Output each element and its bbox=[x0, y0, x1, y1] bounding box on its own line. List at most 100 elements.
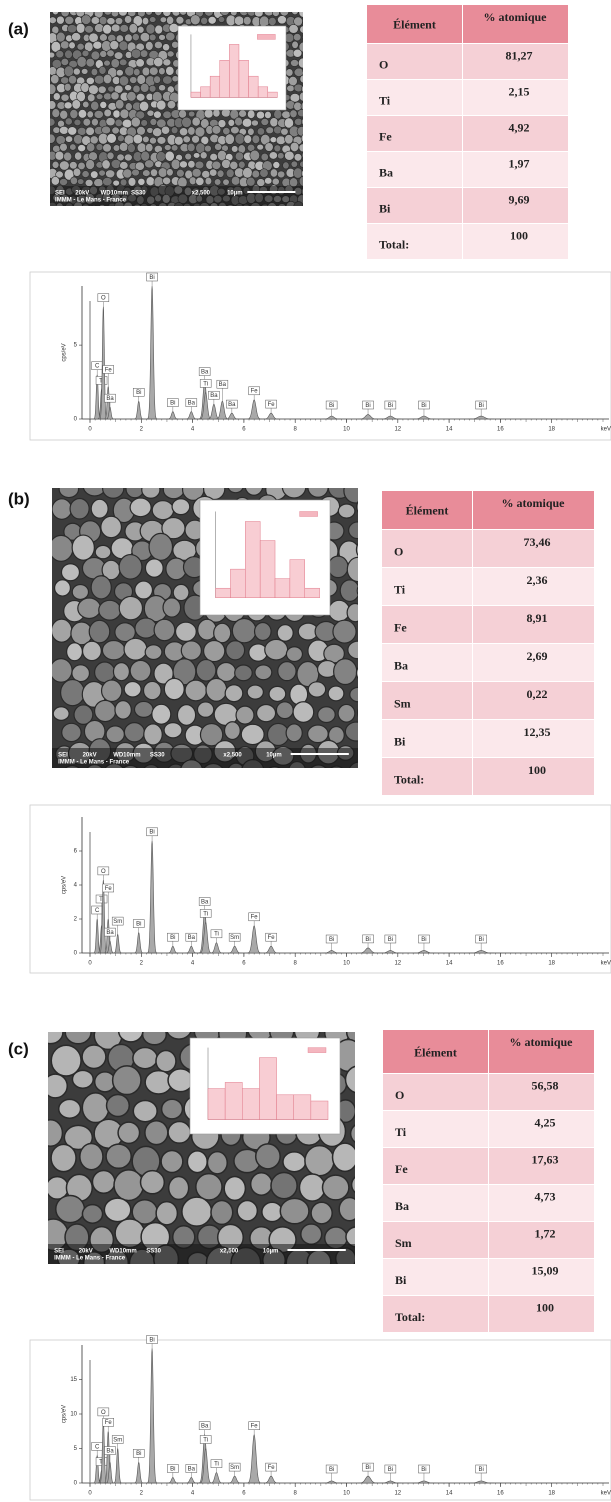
grain bbox=[52, 92, 61, 101]
grain bbox=[165, 65, 175, 76]
grain bbox=[154, 24, 164, 35]
grain bbox=[231, 176, 241, 186]
grain bbox=[86, 142, 96, 153]
grain bbox=[297, 57, 303, 69]
grain bbox=[90, 575, 112, 600]
grain bbox=[298, 143, 303, 153]
grain bbox=[234, 664, 253, 682]
grain bbox=[151, 500, 175, 521]
histogram-bar bbox=[274, 578, 291, 598]
table-value: 4,92 bbox=[509, 120, 530, 134]
grain bbox=[167, 1120, 192, 1144]
grain bbox=[60, 58, 69, 66]
peak-label-box bbox=[228, 932, 241, 942]
grain bbox=[290, 160, 298, 168]
grain bbox=[60, 40, 70, 50]
sem-caption: x2,500 bbox=[223, 753, 242, 759]
grain bbox=[195, 176, 205, 186]
grain bbox=[236, 1199, 259, 1222]
grain bbox=[135, 110, 146, 120]
grain bbox=[234, 133, 245, 145]
grain bbox=[63, 151, 73, 162]
grain bbox=[114, 1218, 146, 1249]
grain bbox=[234, 116, 243, 127]
grain bbox=[186, 142, 196, 152]
grain bbox=[227, 488, 244, 494]
x-tick-label: 6 bbox=[242, 1491, 246, 1497]
caption-band bbox=[52, 748, 358, 768]
grain bbox=[130, 48, 142, 59]
grain bbox=[209, 153, 218, 161]
grain bbox=[166, 168, 174, 177]
panel-label: (c) bbox=[8, 1039, 29, 1058]
table-element: Ti bbox=[395, 1125, 407, 1139]
grain bbox=[82, 118, 91, 127]
grain bbox=[99, 101, 108, 109]
grain bbox=[140, 150, 150, 162]
grain bbox=[94, 74, 105, 85]
table-header-cell bbox=[383, 1030, 488, 1073]
grain bbox=[231, 617, 257, 644]
grain bbox=[205, 677, 228, 702]
grain bbox=[331, 1142, 355, 1173]
grain bbox=[289, 109, 298, 119]
grain bbox=[167, 1068, 194, 1093]
table-element: Total: bbox=[379, 237, 409, 251]
spectrum-peak bbox=[146, 840, 158, 954]
grain bbox=[149, 136, 157, 145]
y-tick-label: 6 bbox=[74, 849, 78, 855]
grain bbox=[298, 1173, 326, 1202]
grain bbox=[50, 66, 58, 76]
inset-legend bbox=[257, 34, 276, 40]
grain bbox=[194, 126, 206, 138]
grain bbox=[94, 23, 105, 33]
table-element: Total: bbox=[395, 1310, 425, 1324]
grain bbox=[281, 110, 291, 119]
peak-label: Ba bbox=[106, 930, 114, 936]
grain bbox=[75, 22, 86, 34]
sem-caption: WD10mm bbox=[109, 1249, 136, 1255]
peak-label-box bbox=[167, 932, 179, 942]
grain bbox=[68, 41, 76, 50]
spectrum-peak bbox=[263, 1475, 280, 1484]
grain bbox=[181, 1196, 213, 1227]
x-tick-label: 18 bbox=[548, 1491, 555, 1497]
grain bbox=[293, 153, 303, 162]
grain bbox=[344, 721, 358, 742]
peak-label-box bbox=[97, 866, 110, 876]
table-element: Ti bbox=[394, 583, 406, 597]
sem-caption: SEI bbox=[55, 191, 65, 197]
grain bbox=[64, 117, 73, 126]
peak-label-box bbox=[198, 367, 211, 376]
grain bbox=[292, 48, 303, 58]
grain bbox=[243, 134, 252, 144]
grain bbox=[133, 700, 154, 718]
grain bbox=[53, 579, 72, 597]
peak-label-box bbox=[384, 934, 397, 944]
grain bbox=[48, 1073, 69, 1099]
grain bbox=[109, 40, 120, 50]
grain bbox=[337, 503, 356, 519]
grain bbox=[298, 41, 303, 53]
grain bbox=[101, 125, 111, 135]
x-tick-label: 14 bbox=[446, 961, 453, 967]
grain bbox=[90, 68, 99, 76]
table-cell bbox=[463, 116, 568, 151]
peak-label-box bbox=[102, 883, 114, 893]
grain bbox=[69, 143, 77, 151]
grain bbox=[88, 32, 99, 43]
table-cell bbox=[383, 1259, 488, 1295]
grain bbox=[48, 1119, 64, 1147]
grain bbox=[59, 178, 68, 186]
spectrum-peak bbox=[185, 1477, 198, 1484]
table-cell bbox=[473, 758, 594, 795]
table-header: Élément bbox=[393, 18, 436, 32]
grain bbox=[187, 160, 196, 169]
grain bbox=[54, 150, 65, 161]
x-tick-label: 10 bbox=[343, 1491, 350, 1497]
spectrum-peak bbox=[133, 931, 144, 954]
grain bbox=[291, 12, 299, 16]
grain bbox=[84, 179, 94, 187]
grain bbox=[90, 498, 109, 519]
x-tick-label: 12 bbox=[394, 1491, 401, 1497]
